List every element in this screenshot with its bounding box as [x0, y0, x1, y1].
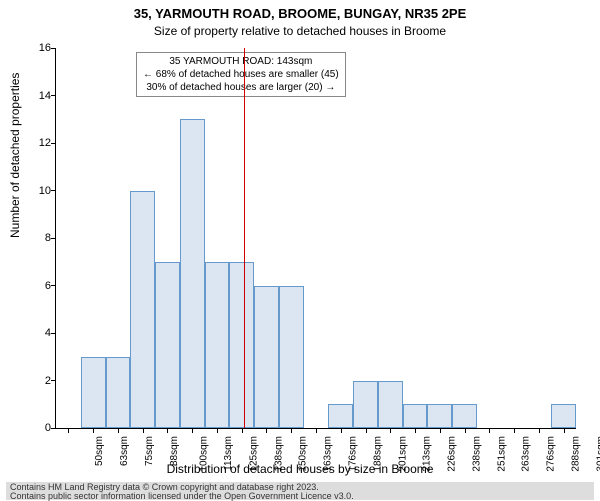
xtick-mark — [192, 428, 193, 433]
ytick-label: 10 — [39, 185, 51, 197]
xtick-mark — [539, 428, 540, 433]
ytick-label: 16 — [39, 42, 51, 54]
histogram-bar — [155, 262, 180, 428]
xtick-label: 201sqm — [397, 436, 408, 472]
ytick-mark — [51, 285, 56, 286]
annotation-line-3: 30% of detached houses are larger (20) → — [143, 81, 339, 94]
histogram-bar — [205, 262, 230, 428]
chart-container: 35, YARMOUTH ROAD, BROOME, BUNGAY, NR35 … — [0, 0, 600, 500]
histogram-bar — [403, 404, 428, 428]
xtick-label: 138sqm — [273, 436, 284, 472]
y-axis-label: Number of detached properties — [8, 73, 22, 238]
xtick-mark — [440, 428, 441, 433]
reference-line — [244, 48, 245, 428]
ytick-mark — [51, 48, 56, 49]
ytick-label: 4 — [45, 327, 51, 339]
xtick-label: 63sqm — [119, 436, 130, 466]
xtick-label: 238sqm — [471, 436, 482, 472]
annotation-line-2: ← 68% of detached houses are smaller (45… — [143, 68, 339, 81]
histogram-bar — [279, 286, 304, 429]
xtick-label: 263sqm — [521, 436, 532, 472]
annotation-box: 35 YARMOUTH ROAD: 143sqm ← 68% of detach… — [136, 52, 346, 97]
ytick-label: 2 — [45, 375, 51, 387]
ytick-label: 6 — [45, 280, 51, 292]
xtick-label: 251sqm — [496, 436, 507, 472]
histogram-bar — [328, 404, 353, 428]
xtick-mark — [118, 428, 119, 433]
histogram-bar — [378, 381, 403, 429]
xtick-mark — [465, 428, 466, 433]
chart-title: 35, YARMOUTH ROAD, BROOME, BUNGAY, NR35 … — [0, 6, 600, 21]
xtick-mark — [390, 428, 391, 433]
ytick-mark — [51, 238, 56, 239]
xtick-label: 150sqm — [298, 436, 309, 472]
xtick-mark — [316, 428, 317, 433]
xtick-mark — [489, 428, 490, 433]
histogram-bar — [130, 191, 155, 429]
ytick-mark — [51, 428, 56, 429]
xtick-label: 226sqm — [447, 436, 458, 472]
histogram-bar — [180, 119, 205, 428]
xtick-mark — [564, 428, 565, 433]
ytick-label: 8 — [45, 232, 51, 244]
xtick-mark — [341, 428, 342, 433]
ytick-label: 14 — [39, 90, 51, 102]
xtick-label: 125sqm — [249, 436, 260, 472]
xtick-label: 75sqm — [144, 436, 155, 466]
histogram-bar — [229, 262, 254, 428]
xtick-mark — [242, 428, 243, 433]
xtick-label: 113sqm — [223, 436, 234, 471]
xtick-mark — [291, 428, 292, 433]
ytick-mark — [51, 380, 56, 381]
ytick-mark — [51, 95, 56, 96]
xtick-label: 176sqm — [348, 436, 359, 472]
xtick-mark — [266, 428, 267, 433]
histogram-bar — [254, 286, 279, 429]
histogram-bar — [81, 357, 106, 428]
xtick-mark — [217, 428, 218, 433]
xtick-label: 100sqm — [199, 436, 210, 472]
annotation-line-1: 35 YARMOUTH ROAD: 143sqm — [143, 55, 339, 68]
xtick-label: 163sqm — [323, 436, 334, 472]
chart-subtitle: Size of property relative to detached ho… — [0, 24, 600, 38]
ytick-mark — [51, 333, 56, 334]
plot-area: 35 YARMOUTH ROAD: 143sqm ← 68% of detach… — [55, 48, 576, 429]
xtick-label: 188sqm — [372, 436, 383, 472]
ytick-label: 12 — [39, 137, 51, 149]
xtick-label: 288sqm — [570, 436, 581, 472]
histogram-bar — [353, 381, 378, 429]
xtick-mark — [68, 428, 69, 433]
xtick-mark — [415, 428, 416, 433]
xtick-mark — [167, 428, 168, 433]
ytick-label: 0 — [45, 422, 51, 434]
xtick-label: 301sqm — [595, 436, 600, 472]
histogram-bar — [427, 404, 452, 428]
xtick-mark — [514, 428, 515, 433]
histogram-bar — [452, 404, 477, 428]
xtick-mark — [366, 428, 367, 433]
histogram-bar — [106, 357, 131, 428]
xtick-label: 213sqm — [422, 436, 433, 472]
xtick-label: 276sqm — [546, 436, 557, 472]
ytick-mark — [51, 190, 56, 191]
xtick-mark — [93, 428, 94, 433]
xtick-label: 50sqm — [94, 436, 105, 466]
xtick-label: 88sqm — [169, 436, 180, 466]
footer-attribution: Contains HM Land Registry data © Crown c… — [6, 482, 594, 500]
xtick-mark — [143, 428, 144, 433]
ytick-mark — [51, 143, 56, 144]
histogram-bar — [551, 404, 576, 428]
